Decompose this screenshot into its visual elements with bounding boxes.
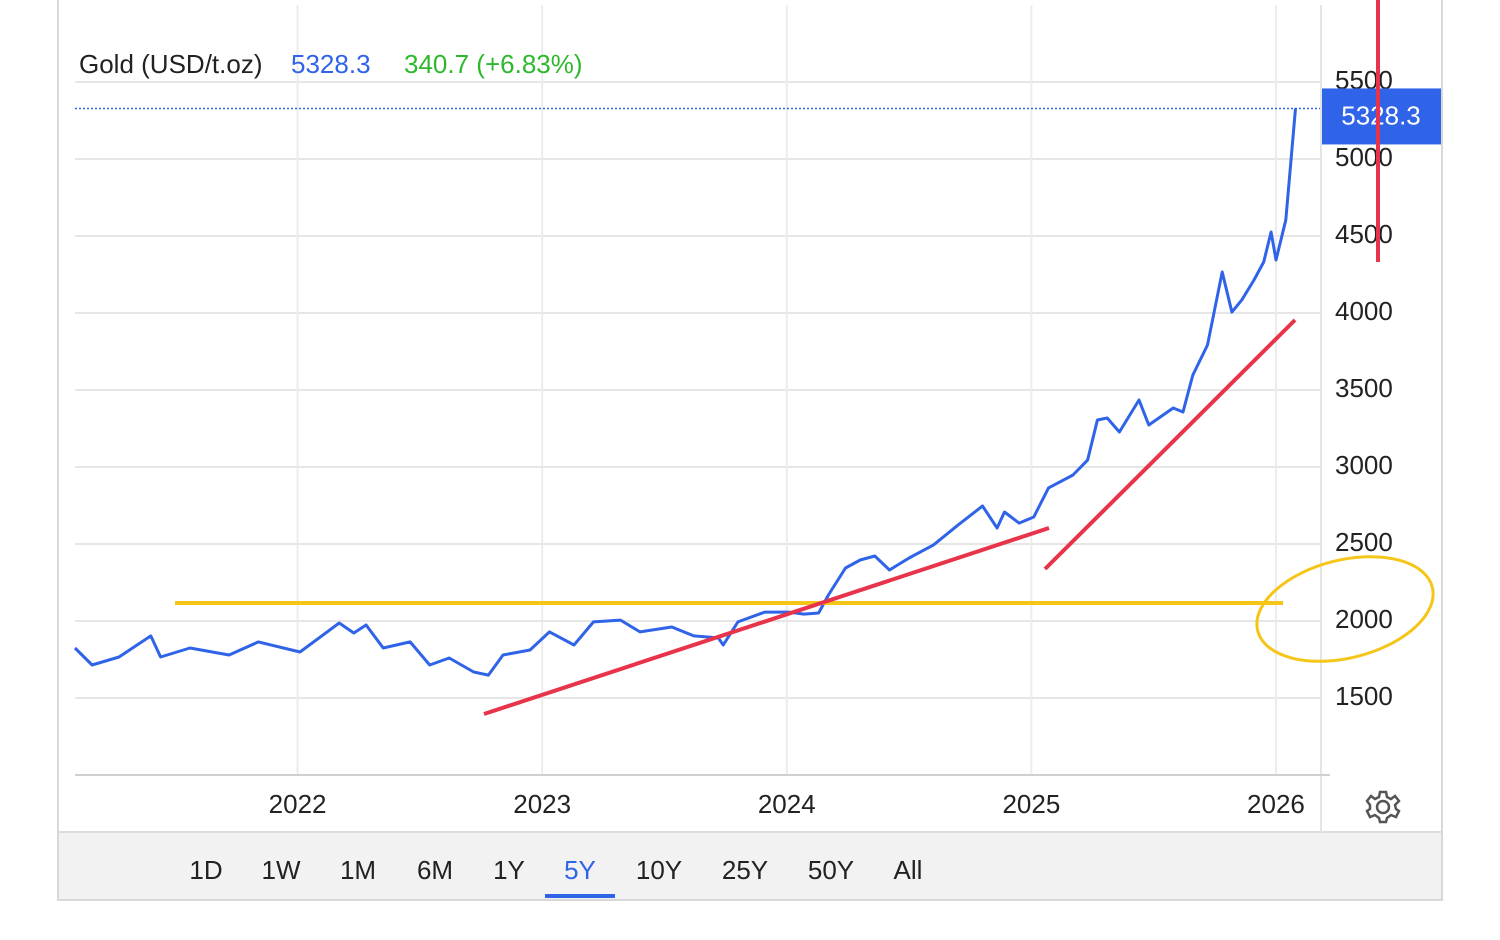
x-tick-label: 2022 — [269, 789, 327, 819]
x-tick-label: 2026 — [1247, 789, 1305, 819]
x-tick-label: 2023 — [513, 789, 571, 819]
range-bar — [59, 832, 1441, 899]
price-tag: 5328.3 — [1322, 88, 1441, 145]
change: 340.7 (+6.83%) — [404, 49, 583, 79]
range-button[interactable]: 25Y — [722, 855, 768, 885]
y-tick-label: 5000 — [1335, 142, 1393, 172]
range-buttons: 1D 1W 1M 6M 1Y 5Y 10Y 25Y 50Y All — [189, 855, 922, 898]
y-tick-label: 2000 — [1335, 604, 1393, 634]
annotation-ellipse — [1255, 555, 1435, 663]
annotation-line — [1043, 318, 1297, 571]
y-tick-label: 2500 — [1335, 527, 1393, 557]
card — [57, 0, 1443, 901]
y-tick-label: 1500 — [1335, 681, 1393, 711]
annotation-line — [483, 526, 1050, 716]
range-button[interactable]: 1Y — [493, 855, 525, 885]
y-tick-label: 3500 — [1335, 373, 1393, 403]
range-button[interactable]: 50Y — [808, 855, 854, 885]
y-tick-label: 3000 — [1335, 450, 1393, 480]
price-tag-bg — [1322, 88, 1441, 145]
range-button[interactable]: 5Y — [564, 855, 596, 885]
last-value: 5328.3 — [291, 49, 371, 79]
range-button[interactable]: All — [894, 855, 923, 885]
range-underline — [545, 894, 615, 898]
x-tick-label: 2024 — [758, 789, 816, 819]
range-button[interactable]: 10Y — [636, 855, 682, 885]
y-tick-label: 4500 — [1335, 219, 1393, 249]
y-tick-label: 4000 — [1335, 296, 1393, 326]
range-button[interactable]: 1D — [189, 855, 222, 885]
settings-icon[interactable] — [1365, 790, 1401, 824]
chart-title: Gold (USD/t.oz) — [79, 49, 263, 79]
price-tag-label: 5328.3 — [1341, 100, 1421, 130]
range-button[interactable]: 6M — [417, 855, 453, 885]
x-tick-label: 2025 — [1002, 789, 1060, 819]
range-button[interactable]: 1M — [340, 855, 376, 885]
range-button[interactable]: 1W — [262, 855, 301, 885]
